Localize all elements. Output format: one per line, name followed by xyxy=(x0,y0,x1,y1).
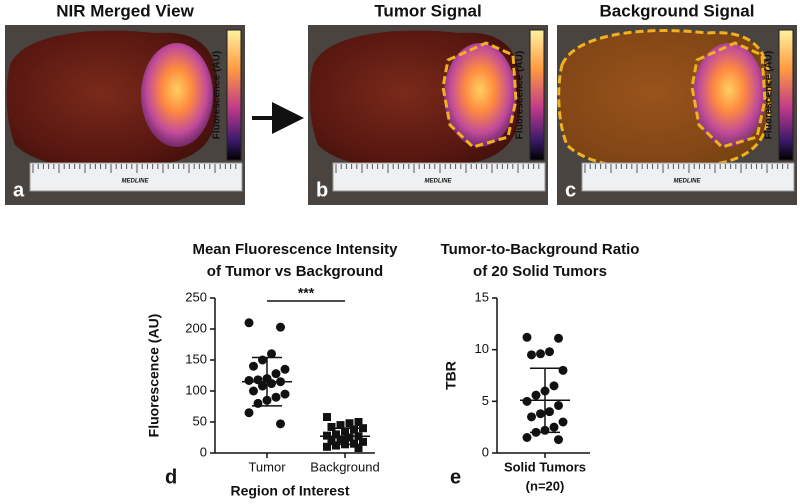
ruler xyxy=(332,162,546,192)
data-point xyxy=(536,409,545,419)
colorbar xyxy=(529,29,545,161)
data-point xyxy=(549,422,559,432)
data-point xyxy=(267,379,276,389)
data-point xyxy=(271,392,281,402)
y-tick-label: 0 xyxy=(482,444,489,459)
data-point xyxy=(280,364,290,374)
y-tick-label: 150 xyxy=(185,351,207,366)
data-point xyxy=(522,396,532,406)
y-axis-label: Fluorescence (AU) xyxy=(146,314,162,438)
colorbar xyxy=(778,29,794,161)
data-point xyxy=(345,419,354,428)
x-axis-label: Region of Interest xyxy=(230,483,349,499)
x-tick-label: Background xyxy=(310,459,379,474)
background-outline xyxy=(557,29,771,171)
data-point xyxy=(249,386,258,396)
data-point xyxy=(354,444,363,453)
chart-title: Mean Fluorescence Intensity xyxy=(192,241,398,258)
data-point xyxy=(276,419,285,429)
colorbar-label: Fluorescence (AU) xyxy=(515,51,526,139)
data-point xyxy=(258,381,267,391)
data-point xyxy=(332,430,340,439)
data-point xyxy=(244,375,254,385)
data-point xyxy=(359,424,367,433)
chart-title: of 20 Solid Tumors xyxy=(473,263,607,280)
colorbar-label: Fluorescence (AU) xyxy=(764,51,775,139)
photo-panel: Fluorescence (AU) MEDLINE b xyxy=(308,25,548,205)
ruler xyxy=(29,162,243,192)
data-point xyxy=(271,369,281,379)
tumor-outline xyxy=(690,41,767,149)
data-point xyxy=(549,381,559,391)
ruler-text: MEDLINE xyxy=(674,179,702,185)
data-point xyxy=(536,349,545,359)
data-point xyxy=(354,418,363,426)
photo-panel: Fluorescence (AU) MEDLINE a xyxy=(5,25,245,205)
tumor-outline xyxy=(441,41,518,149)
data-point xyxy=(545,407,554,417)
panel-title: Background Signal xyxy=(600,1,755,20)
data-point xyxy=(267,349,276,359)
data-point xyxy=(332,441,340,450)
data-point xyxy=(336,421,345,430)
fluorescence xyxy=(693,43,765,147)
colorbar-label: Fluorescence (AU) xyxy=(212,51,223,139)
photo-panel: Fluorescence (AU) MEDLINE c xyxy=(557,25,797,205)
chart-title: Tumor-to-Background Ratio xyxy=(441,241,640,258)
data-point xyxy=(545,347,554,357)
data-point xyxy=(323,442,331,451)
panel-title: Tumor Signal xyxy=(374,1,481,20)
data-point xyxy=(323,413,331,422)
panel-letter: b xyxy=(316,179,328,201)
data-point xyxy=(527,350,536,360)
ruler-text: MEDLINE xyxy=(425,179,453,185)
data-point xyxy=(554,400,563,410)
fluorescence xyxy=(444,43,516,147)
x-tick-label: Tumor xyxy=(248,459,286,474)
y-tick-label: 250 xyxy=(185,289,207,304)
panel-letter: e xyxy=(450,466,461,488)
fluorescence xyxy=(141,43,213,147)
y-tick-label: 200 xyxy=(185,320,207,335)
data-point xyxy=(327,422,336,431)
data-point xyxy=(280,389,290,399)
y-tick-label: 5 xyxy=(482,393,489,408)
data-point xyxy=(276,322,285,332)
data-point xyxy=(327,436,336,445)
chart-title: of Tumor vs Background xyxy=(207,263,383,280)
ruler-text: MEDLINE xyxy=(122,179,150,185)
y-tick-label: 50 xyxy=(193,413,207,428)
y-tick-label: 10 xyxy=(475,341,489,356)
data-point xyxy=(522,332,532,342)
data-point xyxy=(244,318,254,328)
data-point xyxy=(345,433,354,442)
x-tick-label: Solid Tumors xyxy=(504,459,586,474)
data-point xyxy=(350,425,358,434)
significance-label: *** xyxy=(298,285,315,301)
panel-letter: c xyxy=(565,179,576,201)
data-point xyxy=(359,437,367,446)
data-point xyxy=(554,333,563,343)
panel-letter: d xyxy=(165,466,177,488)
ruler xyxy=(581,162,795,192)
panel-letter: a xyxy=(13,179,25,201)
colorbar xyxy=(226,29,242,161)
panel-title: NIR Merged View xyxy=(56,1,194,20)
data-point xyxy=(558,365,568,375)
data-point xyxy=(558,417,568,427)
y-tick-label: 100 xyxy=(185,382,207,397)
category-note: (n=20) xyxy=(526,478,565,493)
data-point xyxy=(244,408,254,418)
data-point xyxy=(522,433,532,442)
data-point xyxy=(249,361,258,371)
y-tick-label: 15 xyxy=(475,289,489,304)
y-tick-label: 0 xyxy=(200,444,207,459)
y-axis-label: TBR xyxy=(443,361,459,390)
data-point xyxy=(336,435,345,444)
data-point xyxy=(527,412,536,422)
data-point xyxy=(554,435,563,445)
data-point xyxy=(531,390,541,400)
